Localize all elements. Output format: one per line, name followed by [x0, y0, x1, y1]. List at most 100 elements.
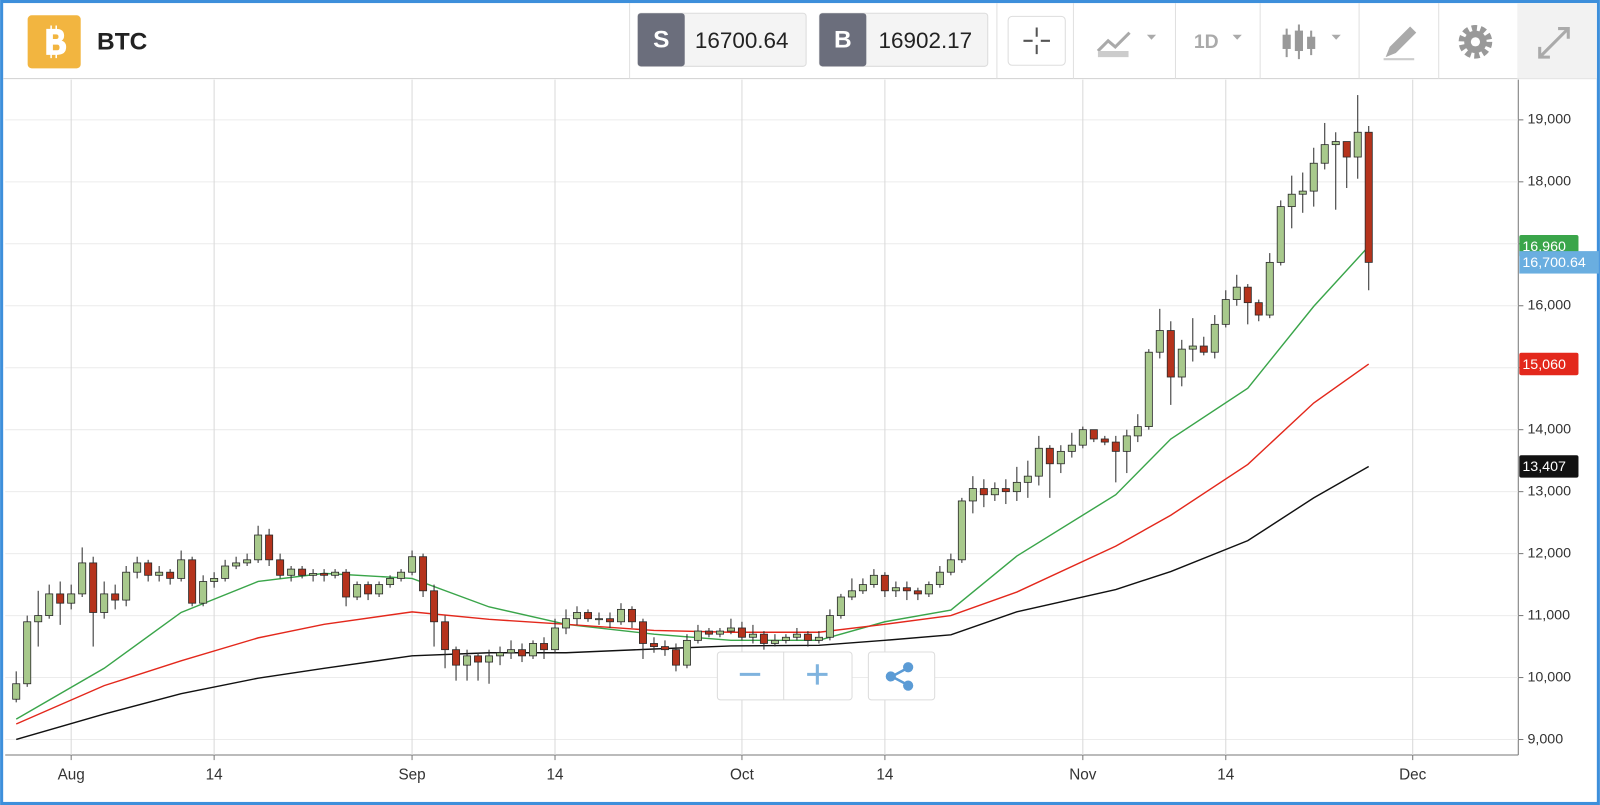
x-tick-label: Aug	[58, 766, 85, 783]
candle-body	[1210, 323, 1219, 353]
grid	[5, 79, 1519, 756]
candle-body	[364, 584, 373, 595]
candle-body	[1287, 193, 1296, 208]
buy-button[interactable]: B 16902.17	[818, 12, 989, 67]
share-button[interactable]	[867, 651, 936, 701]
candle-body	[1133, 426, 1142, 437]
candle-body	[946, 559, 955, 573]
price-tag	[1519, 455, 1579, 478]
y-tick-label: 9,000	[1527, 731, 1563, 747]
candle-body	[726, 627, 735, 632]
chart-style-button[interactable]	[1096, 31, 1157, 58]
y-tick-label: 11,000	[1527, 607, 1570, 623]
candles	[12, 95, 1373, 703]
interval-button[interactable]: 1D	[1194, 31, 1242, 53]
pen-icon[interactable]	[1385, 26, 1417, 58]
candle-body	[1067, 444, 1076, 452]
candle-body	[1012, 481, 1021, 493]
candle-body	[891, 587, 900, 592]
caret[interactable]	[1331, 34, 1341, 40]
line-icon[interactable]	[1096, 31, 1131, 53]
candle-body	[1166, 330, 1175, 378]
moving-average	[15, 245, 1370, 720]
candle-body	[1155, 330, 1164, 353]
candle-body	[441, 621, 450, 651]
buy-label[interactable]: B	[834, 26, 852, 53]
zoom-in[interactable]	[807, 664, 828, 685]
candle-body	[452, 649, 461, 666]
y-tick-label: 19,000	[1527, 112, 1571, 128]
candle-body	[1243, 286, 1252, 304]
caret[interactable]	[1232, 34, 1242, 40]
y-tick-label: 16,000	[1527, 298, 1571, 314]
candle-body	[913, 590, 922, 595]
candle-body	[386, 577, 395, 586]
candle-body	[463, 655, 472, 666]
candle-body	[56, 593, 65, 604]
candle-body	[737, 627, 746, 638]
candle-icon[interactable]	[1282, 34, 1291, 49]
candle-body	[397, 571, 406, 579]
candle-body	[551, 627, 559, 651]
candle-body	[177, 559, 186, 579]
share-dot[interactable]	[903, 680, 914, 691]
candle-body	[23, 621, 32, 685]
button-bg[interactable]	[1007, 15, 1066, 66]
crosshair-icon[interactable]	[1023, 27, 1050, 55]
candle-style-button[interactable]	[1282, 24, 1341, 60]
y-tick-label: 10,000	[1527, 669, 1571, 685]
candle-body	[1276, 206, 1285, 263]
symbol: BTC	[97, 28, 147, 55]
candle-body	[474, 655, 483, 663]
axis-labels: 9,00010,00011,00012,00013,00014,00015,00…	[58, 112, 1599, 783]
sell-button[interactable]: S 16700.64	[637, 12, 807, 67]
candle-body	[957, 500, 966, 561]
candle-body	[100, 593, 109, 613]
candle-body	[617, 608, 625, 623]
draw-button[interactable]	[1383, 26, 1417, 61]
y-tick-label: 18,000	[1527, 174, 1571, 190]
line-icon-base[interactable]	[1097, 51, 1129, 58]
candle-body	[265, 534, 274, 561]
candle-body	[781, 636, 790, 641]
header: BTC S 16700.64 B 16902.17 1D	[3, 3, 1597, 80]
share-dot[interactable]	[903, 662, 914, 673]
sell-price[interactable]: 16700.64	[695, 28, 789, 53]
candle-body	[199, 581, 208, 604]
fullscreen-icon[interactable]	[1538, 27, 1570, 59]
settings-button[interactable]	[1458, 24, 1493, 59]
candle-body	[1100, 438, 1109, 443]
candle-body	[924, 584, 933, 595]
candle-body	[78, 562, 87, 595]
caret[interactable]	[1146, 34, 1157, 40]
x-tick-label: Dec	[1399, 766, 1427, 783]
sell-label[interactable]: S	[653, 26, 669, 53]
candle-icon[interactable]	[1307, 36, 1316, 49]
candle-body	[45, 593, 54, 616]
crosshair-button[interactable]	[1007, 15, 1066, 66]
candle-body	[792, 633, 801, 638]
interval[interactable]: 1D	[1194, 31, 1219, 53]
candle-body	[1111, 441, 1120, 452]
candle-body	[770, 639, 779, 644]
buy-price[interactable]: 16902.17	[879, 28, 973, 53]
candle-body	[1320, 144, 1329, 164]
candle-body	[814, 636, 823, 641]
price-tag	[1519, 352, 1579, 376]
buy-badge[interactable]	[819, 13, 867, 67]
coin-glyph	[46, 25, 67, 59]
candle-body	[858, 584, 867, 592]
candle-body	[1254, 302, 1263, 316]
x-tick-label: 14	[206, 766, 224, 783]
share-dot[interactable]	[885, 671, 896, 682]
gear-hole[interactable]	[1470, 37, 1481, 47]
candle-body	[869, 574, 878, 586]
gear-teeth[interactable]	[1458, 24, 1493, 59]
candle-body	[496, 652, 505, 657]
sell-badge[interactable]	[637, 13, 685, 67]
candle-body	[353, 584, 362, 598]
candle-icon[interactable]	[1294, 30, 1303, 52]
candle-body	[1309, 162, 1318, 192]
candle-body	[825, 615, 834, 638]
